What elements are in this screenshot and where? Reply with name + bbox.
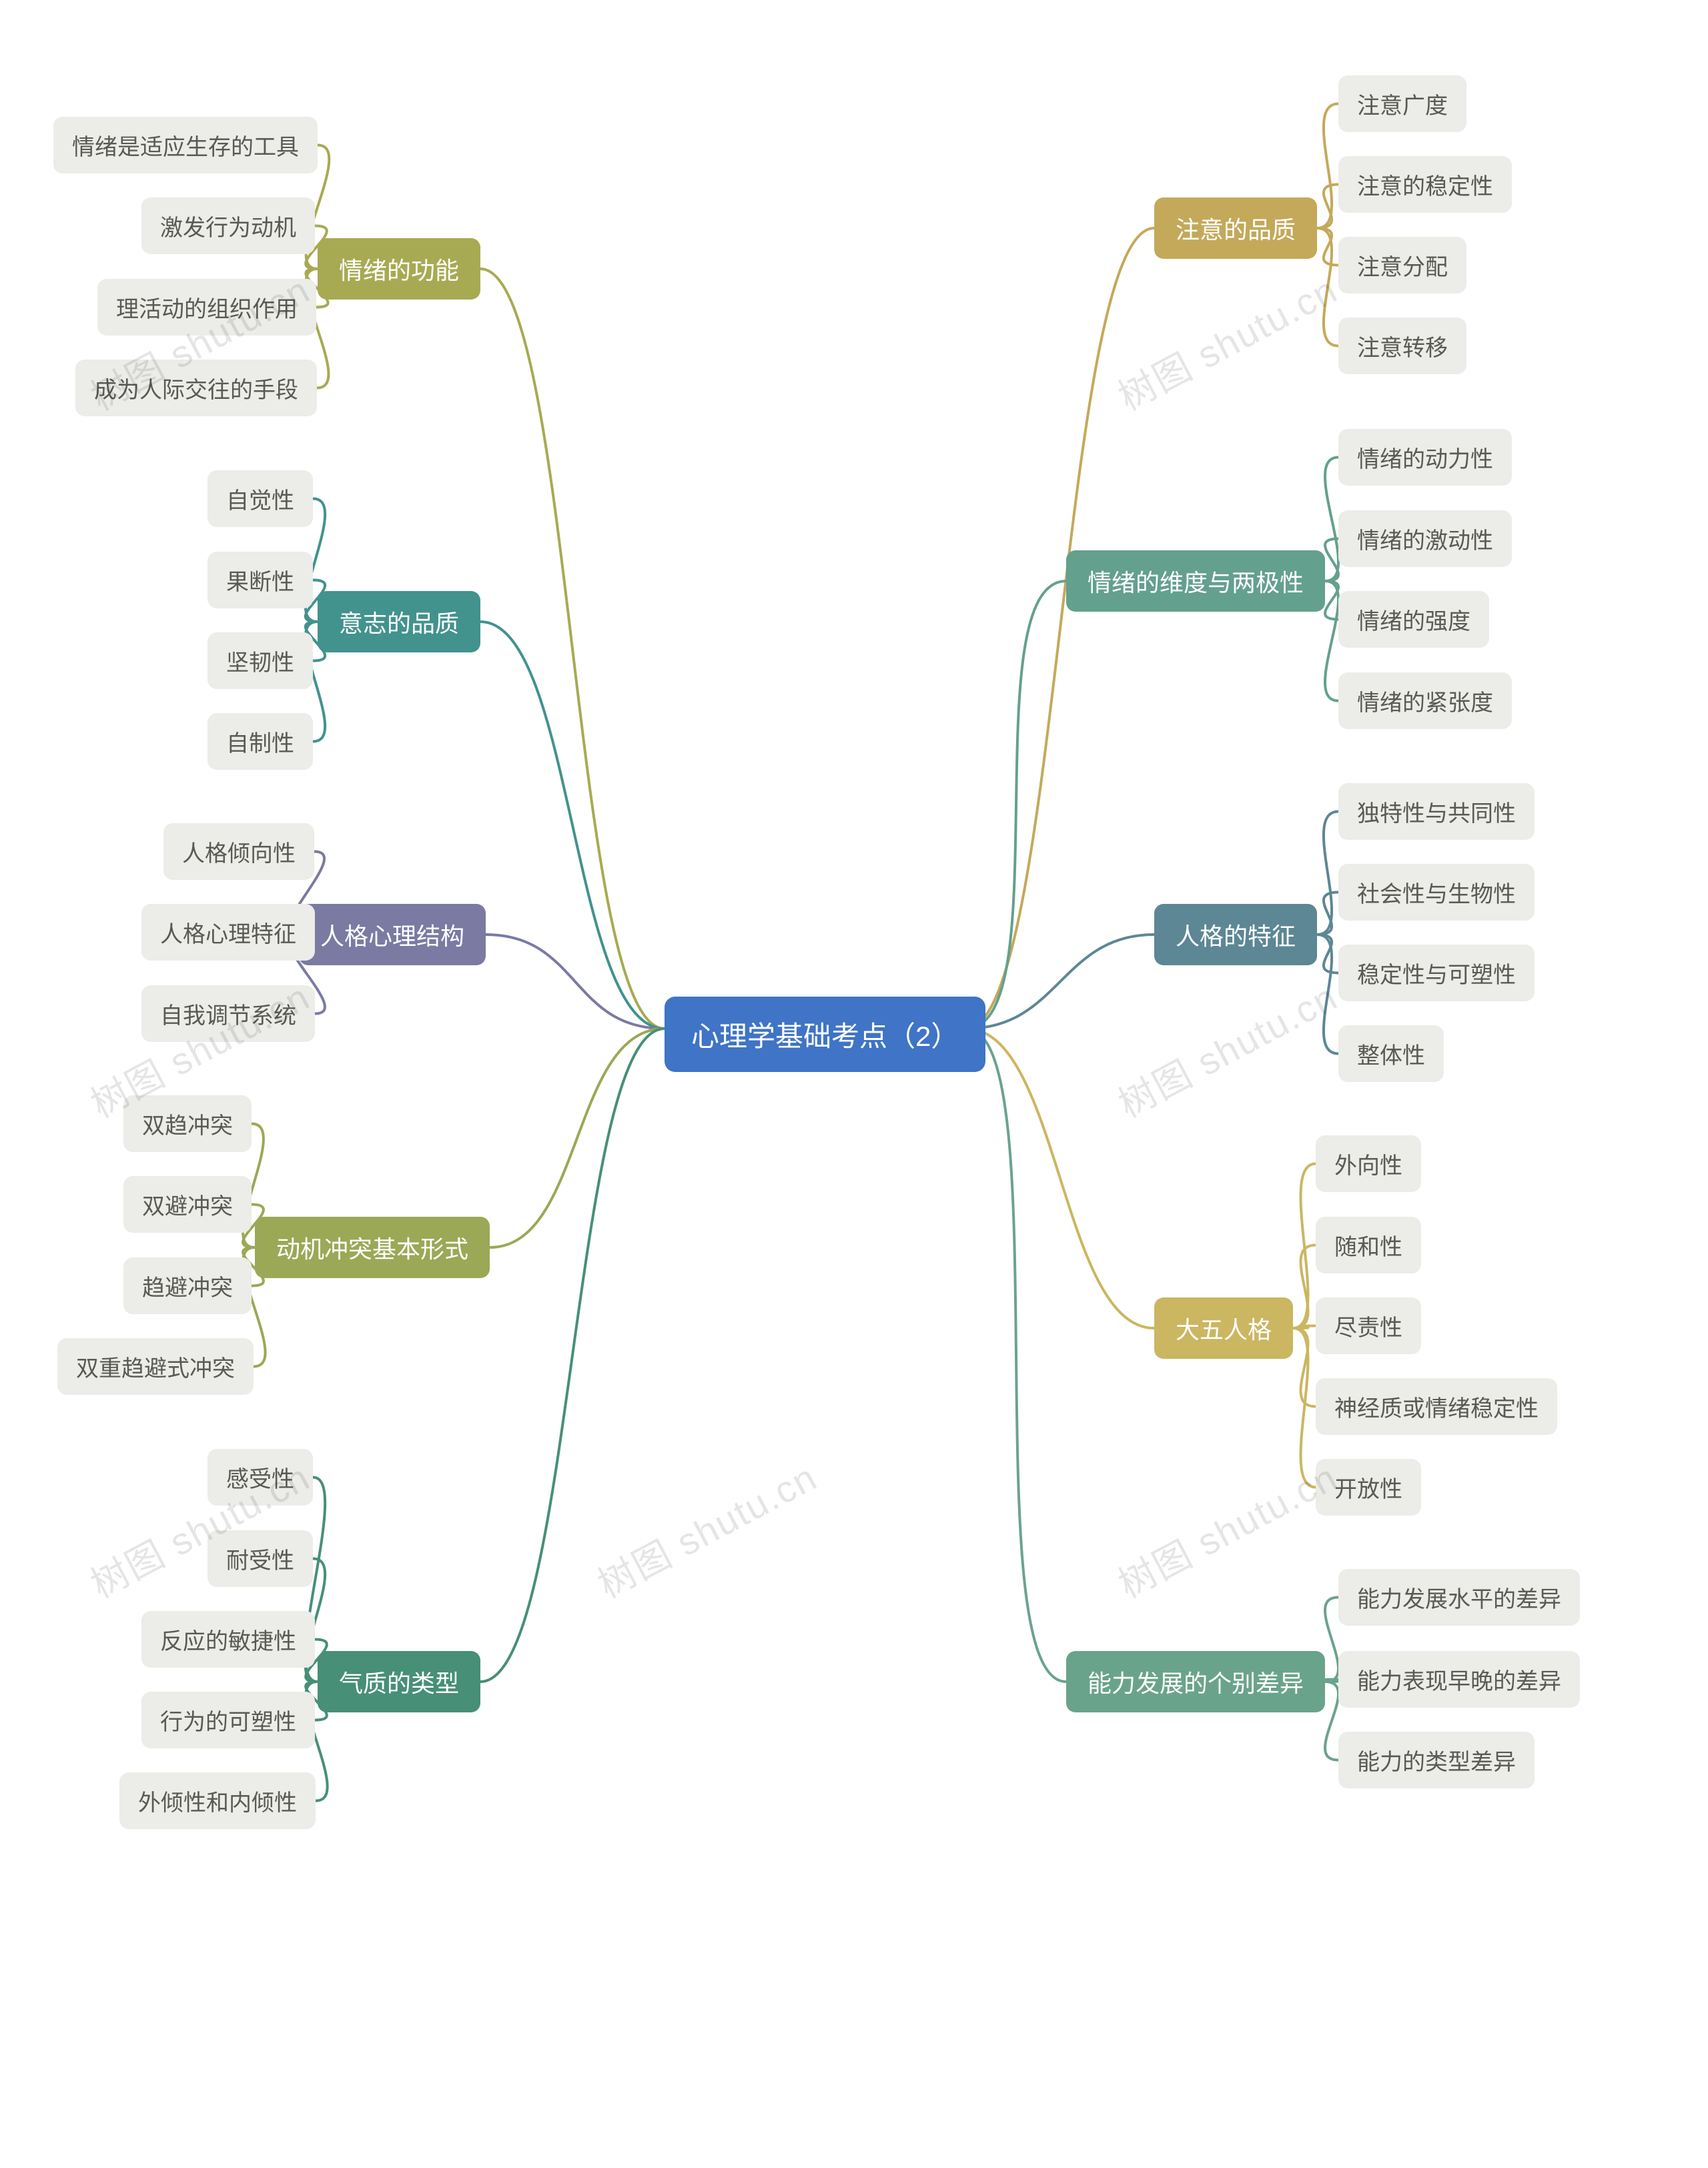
leaf-l_ef2[interactable]: 激发行为动机 (141, 197, 315, 254)
branch-b_attn[interactable]: 注意的品质 (1154, 197, 1317, 259)
leaf-r_b1[interactable]: 外向性 (1316, 1135, 1421, 1192)
leaf-l_s2[interactable]: 人格心理特征 (141, 904, 315, 961)
leaf-r_e3[interactable]: 情绪的强度 (1338, 591, 1489, 648)
leaf-l_c3[interactable]: 趋避冲突 (123, 1257, 252, 1314)
leaf-l_t3[interactable]: 反应的敏捷性 (141, 1611, 315, 1668)
leaf-l_ef1[interactable]: 情绪是适应生存的工具 (53, 117, 318, 173)
branch-b_struct[interactable]: 人格心理结构 (299, 904, 486, 965)
leaf-l_w1[interactable]: 自觉性 (207, 470, 313, 527)
branch-b_temper[interactable]: 气质的类型 (318, 1651, 480, 1712)
branch-b_conflict[interactable]: 动机冲突基本形式 (255, 1217, 490, 1278)
leaf-r_a2[interactable]: 注意的稳定性 (1338, 156, 1512, 213)
leaf-r_e1[interactable]: 情绪的动力性 (1338, 429, 1512, 486)
branch-b_person[interactable]: 人格的特征 (1154, 904, 1317, 965)
leaf-r_b4[interactable]: 神经质或情绪稳定性 (1316, 1378, 1557, 1435)
leaf-r_a1[interactable]: 注意广度 (1338, 75, 1466, 132)
branch-b_will[interactable]: 意志的品质 (318, 591, 480, 652)
leaf-l_w2[interactable]: 果断性 (207, 552, 313, 608)
branch-b_ability[interactable]: 能力发展的个别差异 (1066, 1651, 1325, 1712)
leaf-r_p1[interactable]: 独特性与共同性 (1338, 783, 1535, 840)
watermark: 树图 shutu.cn (1108, 1448, 1346, 1608)
leaf-r_b3[interactable]: 尽责性 (1316, 1297, 1421, 1354)
leaf-l_w4[interactable]: 自制性 (207, 713, 313, 770)
leaf-r_ab2[interactable]: 能力表现早晚的差异 (1338, 1651, 1580, 1708)
watermark: 树图 shutu.cn (587, 1448, 825, 1608)
branch-b_emotion_func[interactable]: 情绪的功能 (318, 238, 480, 300)
branch-b_emodim[interactable]: 情绪的维度与两极性 (1066, 550, 1325, 612)
leaf-r_p3[interactable]: 稳定性与可塑性 (1338, 945, 1535, 1001)
leaf-r_a4[interactable]: 注意转移 (1338, 318, 1466, 374)
leaf-l_s1[interactable]: 人格倾向性 (163, 823, 314, 880)
mindmap-root[interactable]: 心理学基础考点（2） (665, 997, 985, 1072)
leaf-l_t5[interactable]: 外倾性和内倾性 (119, 1772, 316, 1829)
watermark: 树图 shutu.cn (1108, 260, 1346, 421)
leaf-l_c4[interactable]: 双重趋避式冲突 (57, 1338, 254, 1395)
leaf-r_p2[interactable]: 社会性与生物性 (1338, 864, 1535, 921)
leaf-r_a3[interactable]: 注意分配 (1338, 237, 1466, 294)
leaf-r_p4[interactable]: 整体性 (1338, 1025, 1444, 1082)
leaf-l_c2[interactable]: 双避冲突 (123, 1176, 252, 1233)
leaf-l_w3[interactable]: 坚韧性 (207, 632, 313, 689)
leaf-r_b2[interactable]: 随和性 (1316, 1217, 1421, 1273)
watermark: 树图 shutu.cn (1108, 967, 1346, 1128)
leaf-r_e2[interactable]: 情绪的激动性 (1338, 510, 1512, 567)
branch-b_big5[interactable]: 大五人格 (1154, 1297, 1293, 1359)
leaf-r_ab1[interactable]: 能力发展水平的差异 (1338, 1569, 1580, 1626)
leaf-r_e4[interactable]: 情绪的紧张度 (1338, 672, 1512, 729)
leaf-r_ab3[interactable]: 能力的类型差异 (1338, 1732, 1535, 1788)
leaf-l_t4[interactable]: 行为的可塑性 (141, 1692, 315, 1748)
